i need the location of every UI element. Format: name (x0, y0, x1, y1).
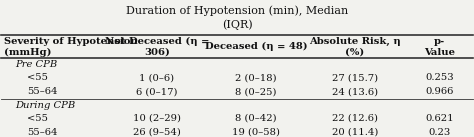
Text: Absolute Risk, η
(%): Absolute Risk, η (%) (309, 37, 401, 57)
Text: 10 (2–29): 10 (2–29) (133, 114, 181, 123)
Text: 20 (11.4): 20 (11.4) (332, 128, 378, 137)
Text: (IQR): (IQR) (222, 20, 252, 30)
Text: Pre CPB: Pre CPB (16, 60, 58, 69)
Text: 0.621: 0.621 (425, 114, 454, 123)
Text: Severity of Hypotension
(mmHg): Severity of Hypotension (mmHg) (4, 37, 137, 57)
Text: During CPB: During CPB (16, 101, 76, 109)
Text: 26 (9–54): 26 (9–54) (133, 128, 181, 137)
Text: <55: <55 (27, 114, 48, 123)
Text: Not Deceased (η =
306): Not Deceased (η = 306) (105, 37, 209, 57)
Text: 0.253: 0.253 (425, 73, 454, 82)
Text: <55: <55 (27, 73, 48, 82)
Text: 55–64: 55–64 (27, 87, 58, 96)
Text: Duration of Hypotension (min), Median: Duration of Hypotension (min), Median (126, 5, 348, 16)
Text: 0.23: 0.23 (428, 128, 451, 137)
Text: 27 (15.7): 27 (15.7) (332, 73, 378, 82)
Text: 22 (12.6): 22 (12.6) (332, 114, 378, 123)
Text: Deceased (η = 48): Deceased (η = 48) (205, 42, 307, 51)
Text: 19 (0–58): 19 (0–58) (232, 128, 280, 137)
Text: p-
Value: p- Value (424, 37, 455, 57)
Text: 24 (13.6): 24 (13.6) (332, 87, 378, 96)
Text: 6 (0–17): 6 (0–17) (136, 87, 178, 96)
Text: 2 (0–18): 2 (0–18) (235, 73, 277, 82)
Text: 8 (0–25): 8 (0–25) (235, 87, 277, 96)
Text: 55–64: 55–64 (27, 128, 58, 137)
Text: 0.966: 0.966 (426, 87, 454, 96)
Text: 1 (0–6): 1 (0–6) (139, 73, 174, 82)
Text: 8 (0–42): 8 (0–42) (235, 114, 277, 123)
